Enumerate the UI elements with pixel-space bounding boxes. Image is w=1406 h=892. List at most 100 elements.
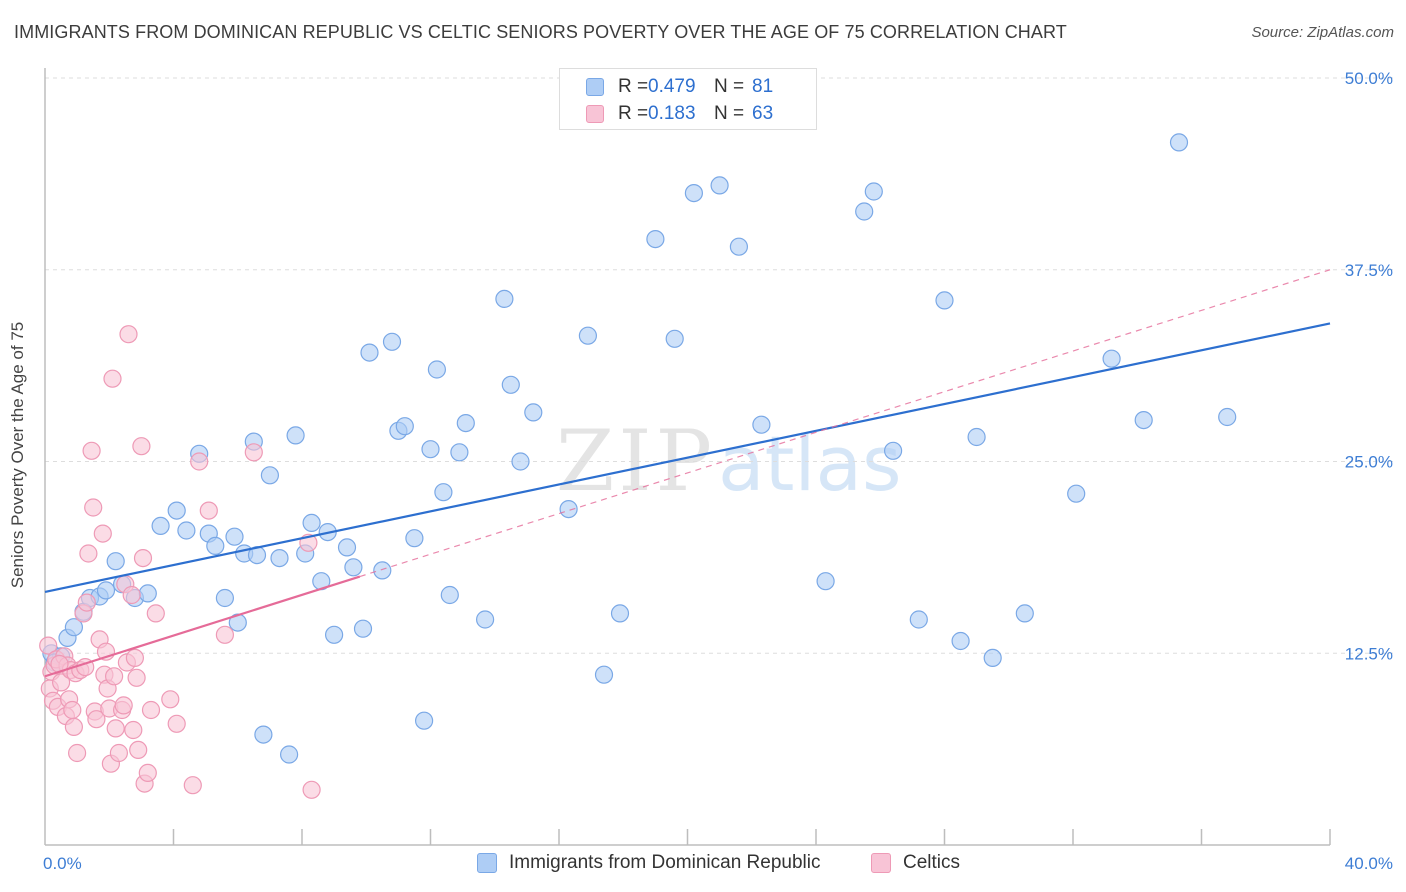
dominican-point	[524, 403, 543, 422]
x-tick-label: 0.0%	[43, 854, 82, 873]
celtics-point	[167, 714, 186, 733]
legend-n-label: N =	[714, 76, 745, 97]
legend-r-value: 0.479	[648, 76, 696, 97]
dominican-point	[511, 452, 530, 471]
celtics-point	[183, 776, 202, 795]
y-tick-label: 25.0%	[1345, 453, 1393, 472]
bottom-legend-swatch-pink	[871, 853, 891, 873]
celtics-point	[133, 548, 153, 568]
legend-n-value: 63	[752, 103, 774, 124]
celtics-point	[141, 700, 161, 720]
dominican-point	[421, 440, 440, 459]
source-label: Source: ZipAtlas.com	[1251, 24, 1394, 41]
y-tick-label: 50.0%	[1345, 69, 1393, 88]
celtics-point	[302, 780, 321, 799]
dominican-point	[286, 426, 305, 445]
dominican-point	[864, 182, 883, 201]
dominican-point	[646, 230, 665, 249]
dominican-point	[415, 711, 434, 730]
celtics-point	[146, 604, 165, 623]
dominican-point	[302, 513, 321, 533]
celtics-point	[63, 700, 82, 720]
dominican-point	[344, 558, 363, 577]
dominican-point	[752, 415, 771, 434]
celtics-point	[138, 763, 157, 783]
celtics-point	[119, 325, 138, 344]
dominican-point	[610, 604, 630, 623]
dominican-point	[260, 466, 279, 485]
celtics-point	[129, 740, 148, 760]
dominican-point	[353, 619, 373, 638]
dominican-point	[710, 176, 729, 195]
bottom-legend-swatch-blue	[477, 853, 497, 873]
dominican-point	[559, 500, 578, 519]
x-tick-label: 40.0%	[1345, 854, 1393, 873]
celtics-point	[215, 625, 234, 644]
dominican-point	[816, 572, 835, 591]
dominican-point	[967, 427, 986, 447]
bottom-legend-celtics: Celtics	[871, 852, 960, 874]
celtics-point	[67, 743, 87, 763]
watermark-zip: ZIP	[556, 412, 716, 510]
dominican-point	[325, 625, 344, 644]
legend-row-celtics: R = 0.183 N = 63	[586, 102, 773, 126]
dominican-point	[270, 548, 289, 568]
dominican-point	[427, 360, 446, 379]
dominican-point	[983, 648, 1002, 668]
celtics-point	[77, 593, 96, 612]
celtics-point	[109, 743, 129, 763]
dominican-point	[177, 521, 196, 540]
dominican-point	[1067, 484, 1086, 503]
dominican-point	[501, 375, 520, 394]
bottom-legend-dominican: Immigrants from Dominican Republic	[477, 852, 821, 874]
celtics-point	[125, 648, 144, 668]
celtics-point	[93, 524, 112, 543]
dominican-point	[594, 665, 614, 684]
celtics-point	[132, 437, 151, 456]
legend-row-dominican: R = 0.479 N = 81	[586, 75, 773, 99]
dominican-point	[578, 326, 598, 345]
dominican-point	[96, 581, 116, 600]
dominican-point	[1169, 133, 1189, 152]
dominican-point	[855, 202, 874, 221]
dominican-point	[1218, 407, 1237, 427]
dominican-point	[138, 584, 157, 603]
legend-n-label: N =	[714, 103, 745, 124]
stats-legend: R = 0.479 N = 81 R = 0.183 N = 63	[559, 68, 817, 130]
dominican-point	[665, 329, 684, 348]
watermark-atlas: atlas	[718, 419, 902, 508]
bottom-legend-label: Immigrants from Dominican Republic	[509, 852, 821, 873]
dominican-point	[440, 585, 459, 605]
dominican-point	[337, 538, 357, 557]
legend-r-label: R =	[618, 76, 649, 97]
dominican-point	[405, 529, 424, 548]
legend-swatch-pink	[586, 105, 604, 123]
dominican-point	[450, 443, 469, 462]
celtics-point	[124, 720, 143, 740]
celtics-point	[199, 501, 218, 520]
dominican-point	[684, 184, 704, 203]
celtics-trendline-extension	[359, 269, 1331, 578]
celtics-point	[51, 673, 71, 692]
dominican-point	[254, 725, 273, 744]
celtics-point	[244, 443, 263, 462]
legend-r-value: 0.183	[648, 103, 696, 124]
celtics-point	[161, 690, 180, 709]
dominican-point	[951, 631, 970, 651]
celtics-point	[64, 717, 84, 737]
bottom-legend-label: Celtics	[903, 852, 961, 873]
celtics-point	[106, 719, 125, 738]
y-axis-label: Seniors Poverty Over the Age of 75	[8, 321, 27, 589]
dominican-point	[225, 527, 244, 546]
dominican-point	[729, 237, 749, 256]
dominican-point	[1102, 349, 1121, 368]
dominican-point	[215, 588, 234, 608]
dominican-point	[360, 343, 379, 362]
legend-n-value: 81	[752, 76, 774, 97]
y-tick-label: 12.5%	[1345, 644, 1393, 663]
legend-r-label: R =	[618, 103, 649, 124]
dominican-point	[382, 332, 402, 351]
dominican-point	[64, 618, 84, 637]
celtics-trendline	[44, 575, 361, 678]
